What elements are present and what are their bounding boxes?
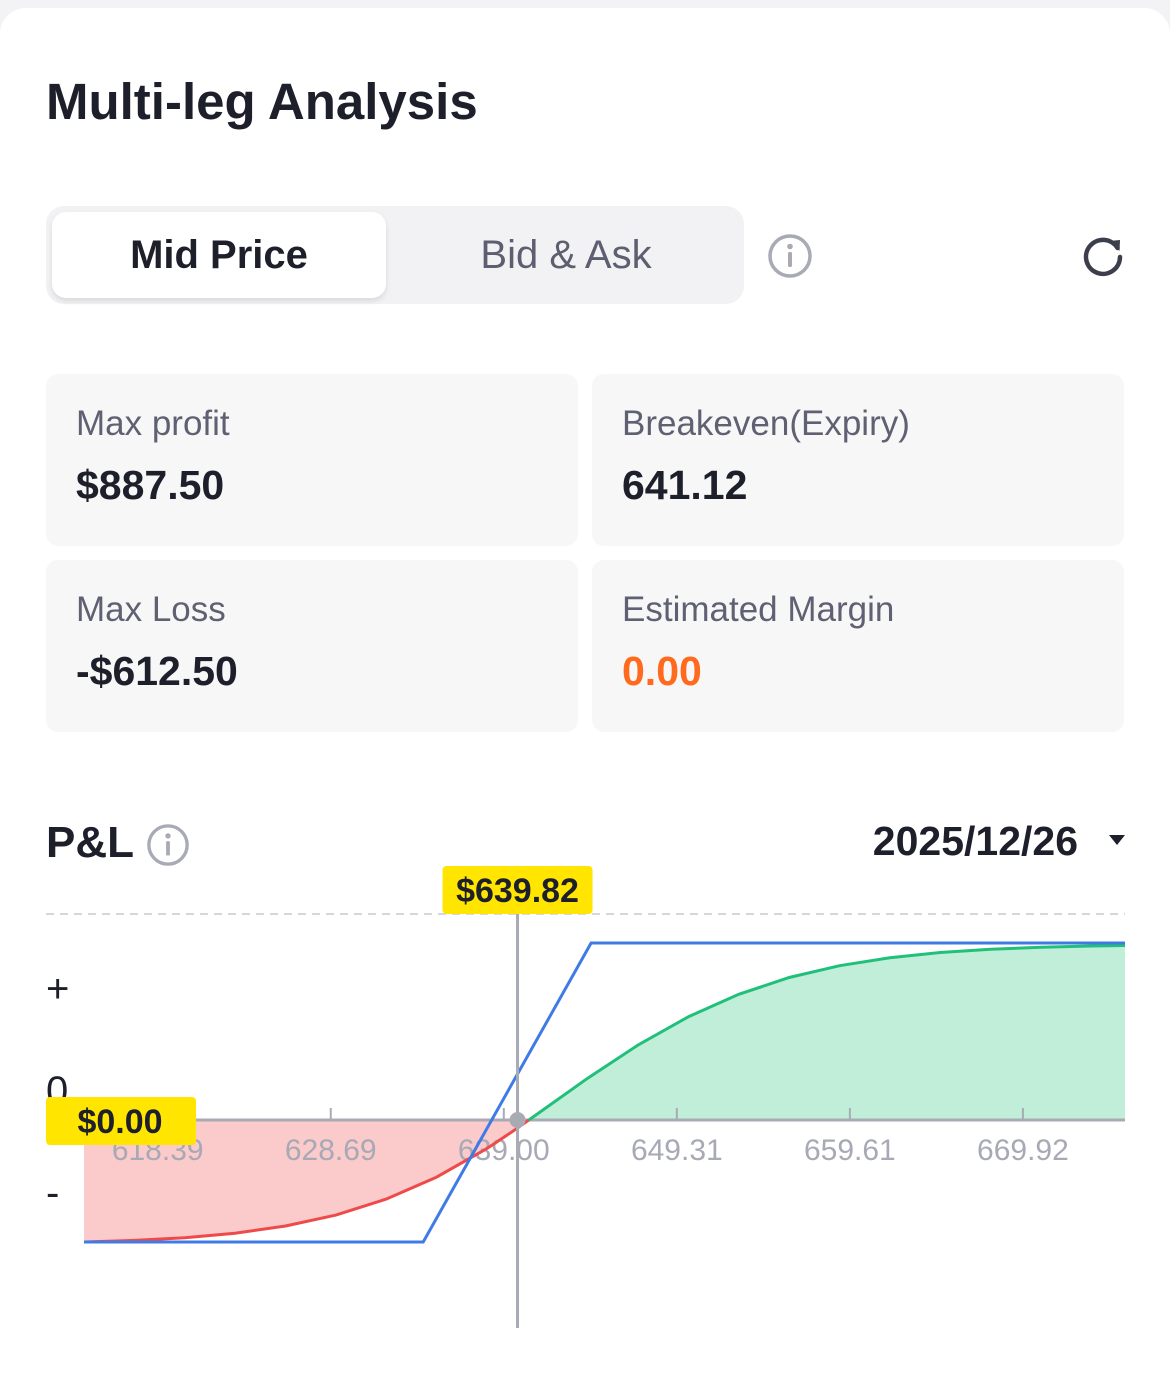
y-label-plus: + xyxy=(46,967,69,1011)
caret-down-icon xyxy=(1108,833,1126,851)
estimated-margin-value: 0.00 xyxy=(622,648,702,694)
mid-price-tab[interactable]: Mid Price xyxy=(52,212,386,298)
zero-value-flag xyxy=(46,1097,196,1145)
max-profit-value: $887.50 xyxy=(76,462,225,508)
profit-area xyxy=(528,945,1125,1120)
max-loss-value: -$612.50 xyxy=(76,648,238,694)
today-profit-line xyxy=(527,944,1126,1122)
expiry-date-value: 2025/12/26 xyxy=(872,818,1078,864)
current-price-label: $639.82 xyxy=(456,872,579,910)
max-loss-label: Max Loss xyxy=(76,590,226,629)
x-tick-label: 628.69 xyxy=(285,1134,377,1167)
pnl-info-icon[interactable] xyxy=(145,822,191,868)
refresh-icon[interactable] xyxy=(1078,230,1128,280)
current-price-dot xyxy=(509,1112,526,1128)
zero-value-label: $0.00 xyxy=(77,1103,162,1141)
breakeven-value: 641.12 xyxy=(622,462,748,508)
max-profit-label: Max profit xyxy=(76,404,230,443)
price-mode-segmented-control: Mid Price Bid & Ask xyxy=(46,206,744,304)
max-profit-card: Max profit $887.50 xyxy=(46,374,578,546)
loss-area xyxy=(84,1120,529,1242)
breakeven-label: Breakeven(Expiry) xyxy=(622,404,910,443)
bid-ask-tab[interactable]: Bid & Ask xyxy=(480,232,652,277)
y-label-minus: - xyxy=(46,1171,59,1215)
expiry-pnl-line xyxy=(84,941,1125,1244)
current-price-flag xyxy=(442,866,593,914)
breakeven-card: Breakeven(Expiry) 641.12 xyxy=(592,374,1124,546)
today-loss-line xyxy=(83,1118,530,1244)
x-tick-label: 669.92 xyxy=(977,1134,1069,1167)
estimated-margin-label: Estimated Margin xyxy=(622,590,895,629)
x-tick-label: 649.31 xyxy=(631,1134,723,1167)
estimated-margin-card: Estimated Margin 0.00 xyxy=(592,560,1124,732)
max-loss-card: Max Loss -$612.50 xyxy=(46,560,578,732)
pnl-title: P&L xyxy=(46,818,134,867)
price-mode-info-icon[interactable] xyxy=(766,232,814,280)
expiry-date-dropdown[interactable]: 2025/12/26 xyxy=(873,818,1126,865)
x-tick-label: 659.61 xyxy=(804,1134,896,1167)
page-title: Multi-leg Analysis xyxy=(46,73,478,130)
